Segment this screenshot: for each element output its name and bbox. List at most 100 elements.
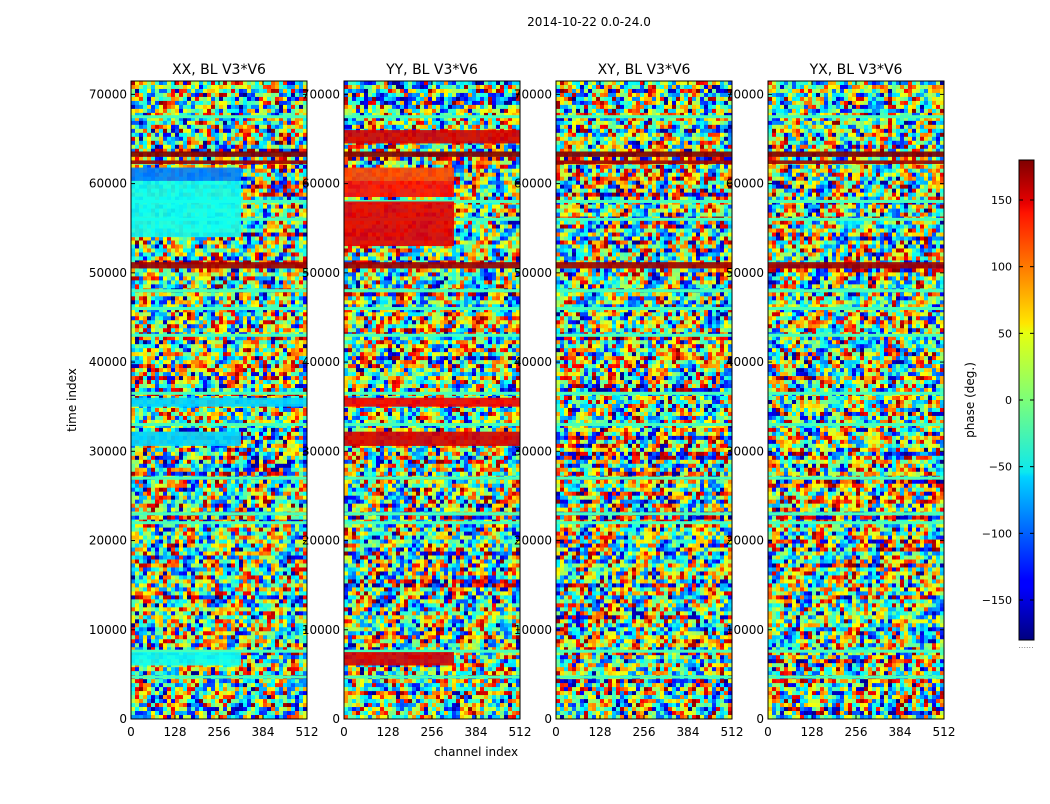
flag-stripe (768, 307, 944, 311)
flag-stripe (556, 307, 732, 311)
y-tick-label: 30000 (726, 444, 764, 458)
phase-band (131, 262, 307, 269)
colorbar-ticks: 150 100 50 0 −50 −100 −150 (982, 194, 1034, 607)
x-tick-label: 0 (127, 725, 135, 739)
y-tick-label: 40000 (89, 355, 127, 369)
flag-stripe (344, 289, 520, 293)
x-tick-label: 128 (377, 725, 400, 739)
flag-stripe (344, 307, 520, 311)
flag-stripe (131, 391, 307, 395)
colorbar-label: phase (deg.) (963, 362, 977, 438)
flag-stripe (556, 199, 732, 203)
phase-band (768, 151, 944, 157)
colorbar-tick-label: −100 (982, 527, 1012, 540)
flag-stripe (556, 391, 732, 395)
panel-title: XX, BL V3*V6 (172, 62, 266, 78)
flag-stripe (768, 217, 944, 221)
x-tick-label: 384 (252, 725, 275, 739)
y-tick-label: 40000 (726, 355, 764, 369)
colorbar-tick-label: 50 (998, 327, 1012, 340)
y-tick-label: 10000 (726, 623, 764, 637)
flag-stripe (556, 675, 732, 679)
y-tick-label: 30000 (514, 444, 552, 458)
flag-stripe (768, 476, 944, 480)
flag-stripe (768, 512, 944, 516)
y-tick-label: 10000 (514, 623, 552, 637)
phase-band (556, 262, 732, 269)
flag-stripe (768, 199, 944, 203)
y-tick-label: 0 (756, 712, 764, 726)
flag-stripe (131, 649, 307, 653)
y-tick-label: 30000 (89, 444, 127, 458)
phase-band (131, 160, 307, 164)
phase-band (131, 180, 241, 238)
phase-band (344, 397, 520, 407)
phase-band (344, 652, 454, 666)
flag-stripe (344, 423, 520, 427)
y-tick-label: 70000 (726, 87, 764, 101)
flag-stripe (768, 521, 944, 525)
x-tick-label: 256 (845, 725, 868, 739)
colorbar-tick-label: 100 (991, 261, 1012, 274)
flag-stripe (556, 217, 732, 221)
y-tick-label: 0 (332, 712, 340, 726)
panel-title: XY, BL V3*V6 (598, 62, 691, 78)
panel-1: XX, BL V3*V6 0 128 256 384 512 0 10000 20000 3000… (89, 62, 319, 739)
panel-4: YX, BL V3*V6 0 128 256 384 512 0 10000 20000 3000… (726, 62, 956, 739)
panel-title: YY, BL V3*V6 (385, 62, 478, 78)
flag-stripe (556, 512, 732, 516)
flag-stripe (556, 333, 732, 337)
y-tick-label: 50000 (514, 266, 552, 280)
flag-stripe (344, 675, 520, 679)
phase-band (768, 262, 944, 269)
phase-band (131, 151, 307, 157)
flag-stripe (131, 675, 307, 679)
y-tick-label: 70000 (89, 87, 127, 101)
x-tick-label: 128 (164, 725, 187, 739)
flag-stripe (556, 476, 732, 480)
flag-stripe (131, 115, 307, 119)
colorbar-tick-label: −150 (982, 594, 1012, 607)
flag-stripe (556, 289, 732, 293)
x-tick-label: 384 (889, 725, 912, 739)
phase-band (344, 151, 520, 157)
flag-stripe (344, 333, 520, 337)
y-tick-label: 20000 (726, 534, 764, 548)
phase-band (344, 262, 520, 269)
x-tick-label: 512 (509, 725, 532, 739)
y-tick-label: 0 (544, 712, 552, 726)
flag-stripe (768, 649, 944, 653)
flag-stripe (131, 476, 307, 480)
y-tick-label: 40000 (302, 355, 340, 369)
flag-stripe (131, 521, 307, 525)
x-tick-label: 256 (633, 725, 656, 739)
y-tick-label: 60000 (302, 177, 340, 191)
panels-group: XX, BL V3*V6 0 128 256 384 512 0 10000 20000 3000… (89, 62, 956, 739)
phase-band (344, 201, 454, 247)
flag-stripe (344, 115, 520, 119)
flag-stripe (131, 423, 307, 427)
flag-stripe (556, 115, 732, 119)
flag-stripe (768, 423, 944, 427)
x-tick-label: 128 (801, 725, 824, 739)
colorbar-tick-label: 0 (1005, 394, 1012, 407)
panel-3: XY, BL V3*V6 0 128 256 384 512 0 10000 20000 3000… (514, 62, 744, 739)
phase-band (344, 167, 454, 181)
colorbar: 150 100 50 0 −50 −100 −150 phase (deg.) ...... (963, 159, 1035, 650)
y-tick-label: 20000 (514, 534, 552, 548)
x-tick-label: 0 (764, 725, 772, 739)
y-tick-label: 60000 (514, 177, 552, 191)
x-tick-label: 128 (589, 725, 612, 739)
flag-stripe (131, 307, 307, 311)
phase-band (344, 431, 520, 446)
x-tick-label: 0 (340, 725, 348, 739)
flag-stripe (768, 675, 944, 679)
y-axis-label: time index (65, 368, 79, 432)
phase-band (556, 160, 732, 164)
y-tick-label: 20000 (89, 534, 127, 548)
colorbar-tick-label: 150 (991, 194, 1012, 207)
phase-band (768, 160, 944, 164)
y-tick-label: 50000 (302, 266, 340, 280)
y-tick-label: 10000 (89, 623, 127, 637)
